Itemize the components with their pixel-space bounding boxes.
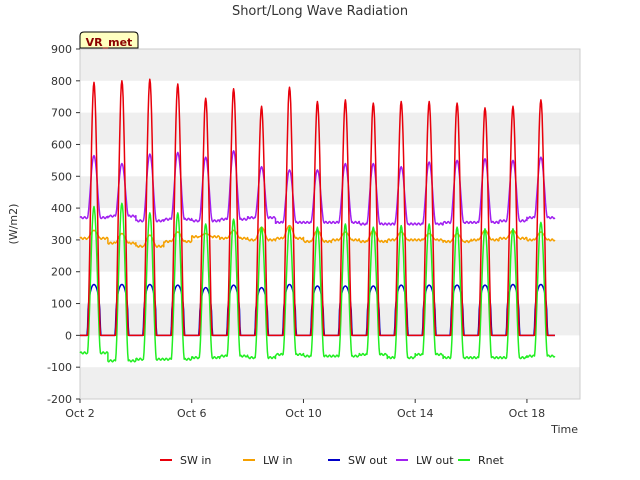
- y-tick-label: 200: [51, 266, 72, 279]
- y-tick-label: -200: [47, 393, 72, 406]
- x-tick-label: Oct 14: [397, 407, 434, 420]
- y-tick-label: 100: [51, 298, 72, 311]
- series-line-sw-in: [79, 78, 556, 337]
- series-line-lw-out: [79, 150, 556, 226]
- grid-band: [80, 112, 580, 145]
- x-axis-ticks: Oct 2 Oct 6 Oct 10 Oct 14 Oct 18: [65, 399, 545, 420]
- grid-band: [80, 367, 580, 399]
- y-tick-label: 700: [51, 107, 72, 120]
- y-tick-label: 300: [51, 234, 72, 247]
- x-tick-label: Oct 6: [177, 407, 207, 420]
- legend: SW in LW in SW out LW out Rnet: [160, 454, 504, 467]
- y-tick-label: -100: [47, 361, 72, 374]
- station-badge: VR_met: [79, 31, 139, 49]
- x-axis-label: Time: [550, 423, 578, 436]
- legend-label: SW out: [348, 454, 388, 467]
- grid-band: [80, 49, 580, 81]
- series-line-rnet: [79, 202, 556, 363]
- grid-band: [80, 303, 580, 336]
- y-tick-label: 500: [51, 170, 72, 183]
- grid-band: [80, 176, 580, 209]
- station-badge-label: VR_met: [86, 36, 133, 49]
- y-axis-label: (W/m2): [7, 204, 20, 245]
- legend-label: Rnet: [478, 454, 504, 467]
- x-tick-label: Oct 10: [285, 407, 322, 420]
- legend-label: SW in: [180, 454, 211, 467]
- plot-area: [79, 48, 581, 400]
- legend-label: LW out: [416, 454, 454, 467]
- x-tick-label: Oct 18: [509, 407, 546, 420]
- y-axis-ticks: -200 -100 0 100 200 300 400 500 600 700 800 900: [47, 43, 80, 406]
- y-tick-label: 900: [51, 43, 72, 56]
- y-tick-label: 800: [51, 75, 72, 88]
- y-tick-label: 400: [51, 202, 72, 215]
- y-tick-label: 600: [51, 138, 72, 151]
- x-tick-label: Oct 2: [65, 407, 95, 420]
- y-tick-label: 0: [65, 329, 72, 342]
- plot-bg: [80, 49, 580, 399]
- series-layer: [79, 78, 556, 363]
- plot-background-bands: [80, 49, 580, 399]
- chart-title: Short/Long Wave Radiation: [232, 4, 408, 19]
- legend-label: LW in: [263, 454, 293, 467]
